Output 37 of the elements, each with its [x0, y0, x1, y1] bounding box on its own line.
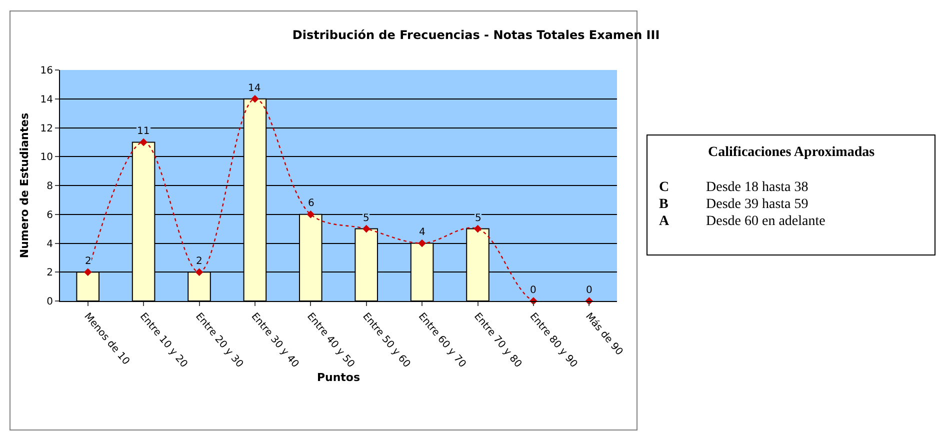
- y-tick-label: 2: [46, 268, 53, 279]
- y-axis-title: Numero de Estudiantes: [18, 112, 31, 258]
- text: Calificaciones Aproximadas: [708, 145, 876, 160]
- chart-title: Distribución de Frecuencias - Notas Totales Examen III: [292, 28, 660, 42]
- point: [195, 268, 204, 276]
- text: B: [659, 197, 668, 212]
- y-tick-label: 0: [46, 296, 53, 308]
- data-label: 0: [586, 285, 592, 296]
- data-label: 11: [137, 126, 150, 137]
- text: Desde 18 hasta 38: [706, 180, 808, 195]
- y-tick-label: 12: [40, 123, 53, 134]
- data-label: 2: [85, 256, 92, 267]
- y-tick-label: 10: [40, 152, 53, 164]
- text: Desde 39 hasta 59: [706, 197, 808, 212]
- point: [362, 224, 370, 233]
- data-label: 5: [475, 213, 482, 224]
- data-label: 4: [419, 227, 426, 238]
- text: Desde 60 en adelante: [706, 214, 826, 229]
- point: [251, 94, 259, 103]
- data-label: 2: [196, 256, 202, 267]
- y-tick-label: 6: [46, 210, 53, 221]
- y-tick-label: 16: [40, 66, 53, 76]
- point: [474, 224, 482, 233]
- text: A: [659, 214, 670, 229]
- data-label: 6: [308, 198, 314, 209]
- y-tick-label: 4: [46, 238, 53, 250]
- data-label: 5: [363, 213, 370, 224]
- y-tick-label: 8: [46, 181, 53, 192]
- data-label: 0: [530, 285, 536, 296]
- text: C: [659, 180, 670, 195]
- point: [418, 239, 426, 248]
- x-axis-title: Puntos: [316, 371, 360, 384]
- point: [140, 138, 148, 146]
- y-tick-label: 14: [40, 94, 53, 106]
- point: [306, 210, 315, 218]
- data-label: 14: [248, 83, 261, 94]
- point: [84, 268, 92, 276]
